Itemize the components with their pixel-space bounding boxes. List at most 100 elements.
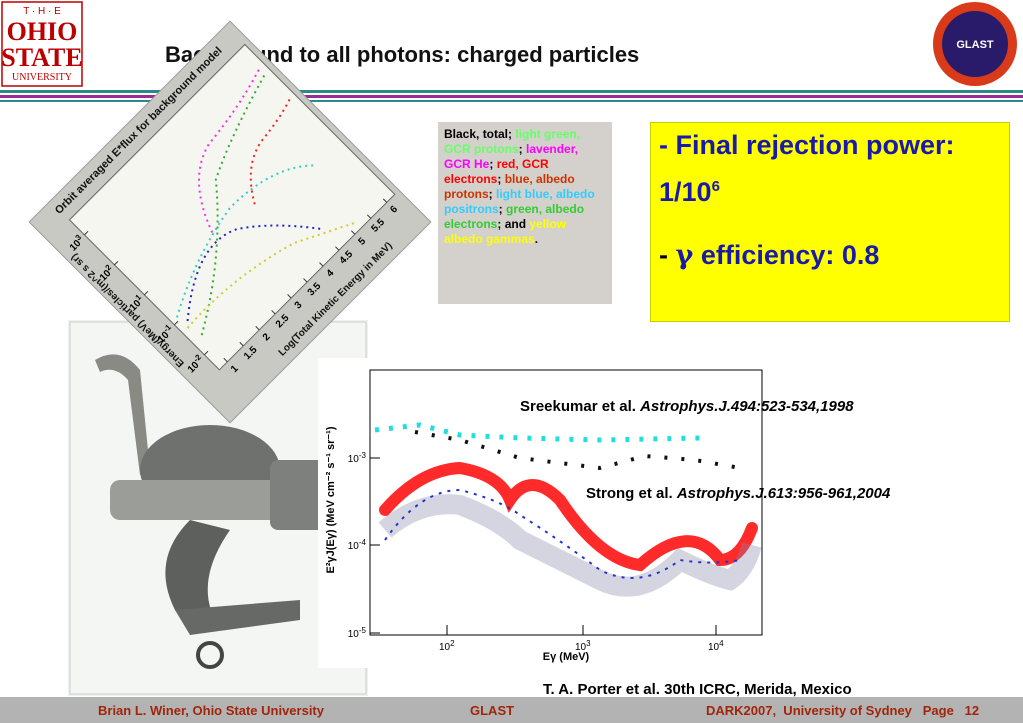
axis-label: Eγ (MeV) bbox=[543, 651, 590, 663]
tick-mark bbox=[382, 198, 388, 203]
legend-box: Black, total; light green, GCR protons ; … bbox=[438, 122, 612, 304]
data-points bbox=[414, 430, 741, 471]
tick-label: 10-3 bbox=[348, 451, 367, 466]
legend-segment: blue, albedo protons bbox=[444, 172, 575, 201]
tick-base: 10 bbox=[348, 454, 360, 465]
reference: Sreekumar et al. Astrophys.J.494:523-534… bbox=[520, 398, 854, 415]
footer-center: GLAST bbox=[470, 703, 515, 718]
legend-segment: light blue, albedo positrons bbox=[444, 187, 595, 216]
tick-base: 10 bbox=[348, 541, 360, 552]
tick-mark bbox=[114, 260, 119, 266]
badge bbox=[942, 11, 1008, 77]
legend-segment: yellow albedo gammas bbox=[444, 217, 567, 246]
plot-frame bbox=[369, 369, 763, 636]
tick-mark bbox=[144, 290, 149, 296]
tick-exp: 1 bbox=[133, 292, 143, 302]
tick-exp: 3 bbox=[586, 639, 591, 648]
legend-segment: light green, GCR protons bbox=[444, 127, 581, 156]
tick-mark bbox=[351, 230, 356, 235]
photo-detail bbox=[175, 600, 300, 635]
tick-exp: -1 bbox=[161, 322, 173, 334]
symbol: γ bbox=[675, 240, 694, 271]
legend-segment: ; and bbox=[497, 217, 530, 231]
photo-detail bbox=[165, 520, 230, 620]
tick-mark bbox=[239, 341, 244, 347]
photo-detail bbox=[196, 641, 224, 669]
callout-line: - Final rejection power: bbox=[659, 130, 955, 160]
legend-segment: . bbox=[534, 232, 539, 246]
legend-segment: green, albedo electrons bbox=[444, 202, 585, 231]
ref-authors: Sreekumar et al. bbox=[520, 398, 641, 415]
tick-mark bbox=[255, 326, 260, 331]
photo-detail bbox=[95, 354, 150, 475]
photo-detail bbox=[110, 480, 320, 520]
tick-base: 10 bbox=[575, 642, 587, 653]
error-band bbox=[378, 494, 762, 597]
legend-segment: ; bbox=[489, 157, 497, 171]
ref-authors: T. A. Porter et al. 30th ICRC, Merida, M… bbox=[543, 681, 852, 698]
logo-text: STATE bbox=[1, 43, 82, 72]
tick-label: 102 bbox=[439, 639, 455, 654]
ref-journal: Astrophys.J.613:956-961,2004 bbox=[676, 485, 891, 502]
logo-text: T · H · E bbox=[23, 6, 61, 17]
tick-exp: 2 bbox=[103, 262, 113, 272]
tick-base: 10 bbox=[348, 629, 360, 640]
plot-curve bbox=[200, 73, 267, 336]
tick-base: 10 bbox=[708, 642, 720, 653]
tick-mark bbox=[366, 214, 372, 219]
tick-label: 10-4 bbox=[348, 538, 367, 553]
tick-mark bbox=[303, 278, 308, 283]
callout-box: - Final rejection power: 1/106 - γ effic… bbox=[650, 122, 1010, 322]
tick-exp: -5 bbox=[359, 626, 367, 635]
legend-segment: lavender, GCR He bbox=[444, 142, 579, 171]
callout-line: 1/106 bbox=[659, 170, 1001, 209]
tick-base: 10 bbox=[439, 642, 451, 653]
tick-exp: -4 bbox=[359, 538, 367, 547]
efficiency: efficiency: 0.8 bbox=[693, 240, 880, 270]
callout-line: - γ efficiency: 0.8 bbox=[659, 239, 1001, 272]
stripe bbox=[0, 100, 1023, 102]
axis-label: E²γJ(Eγ) (MeV cm⁻² s⁻¹ sr⁻¹) bbox=[325, 426, 337, 573]
tick-exp: 3 bbox=[73, 232, 83, 242]
data-points bbox=[384, 488, 741, 579]
legend-segment: ; bbox=[488, 187, 497, 201]
stripe bbox=[0, 90, 1023, 93]
legend-segment: red, GCR electrons bbox=[444, 157, 549, 186]
tick-mark bbox=[223, 357, 228, 363]
logo-frame bbox=[1, 1, 83, 87]
tick-exp: -3 bbox=[359, 451, 367, 460]
tick-exp: -2 bbox=[191, 352, 203, 364]
plot-curve bbox=[249, 97, 292, 205]
ref-authors: Strong et al. bbox=[586, 485, 677, 502]
tick-mark bbox=[204, 350, 209, 356]
logo-text: OHIO bbox=[7, 17, 78, 46]
tick-label: 104 bbox=[708, 639, 724, 654]
footer-left: Brian L. Winer, Ohio State University bbox=[98, 703, 324, 718]
ratio-exp: 6 bbox=[711, 178, 720, 195]
footer: Brian L. Winer, Ohio State University GL… bbox=[0, 697, 1023, 723]
tick-mark bbox=[174, 320, 179, 326]
tick-mark bbox=[84, 230, 89, 236]
tick-exp: 4 bbox=[719, 639, 724, 648]
tick-mark bbox=[319, 262, 324, 267]
spectrum-panel bbox=[318, 358, 773, 668]
tick-mark bbox=[335, 246, 340, 251]
tick-mark bbox=[271, 310, 276, 315]
badge-text: GLAST bbox=[956, 39, 994, 51]
tick-exp: 2 bbox=[450, 639, 455, 648]
tick-mark bbox=[287, 294, 292, 299]
footer-right: DARK2007, University of Sydney Page 12 bbox=[706, 703, 980, 718]
prefix: - bbox=[659, 240, 676, 270]
legend-segment: ; bbox=[498, 202, 507, 216]
legend-segment: ; bbox=[518, 142, 527, 156]
logo-text: UNIVERSITY bbox=[12, 72, 72, 83]
tick-label: 10-5 bbox=[348, 626, 367, 641]
reference: Strong et al. Astrophys.J.613:956-961,20… bbox=[586, 485, 890, 502]
ratio: 1/10 bbox=[659, 177, 712, 207]
legend-segment: Black, total; bbox=[444, 127, 516, 141]
model-band bbox=[379, 461, 758, 572]
reference: T. A. Porter et al. 30th ICRC, Merida, M… bbox=[543, 681, 852, 698]
stripe bbox=[0, 95, 1023, 98]
